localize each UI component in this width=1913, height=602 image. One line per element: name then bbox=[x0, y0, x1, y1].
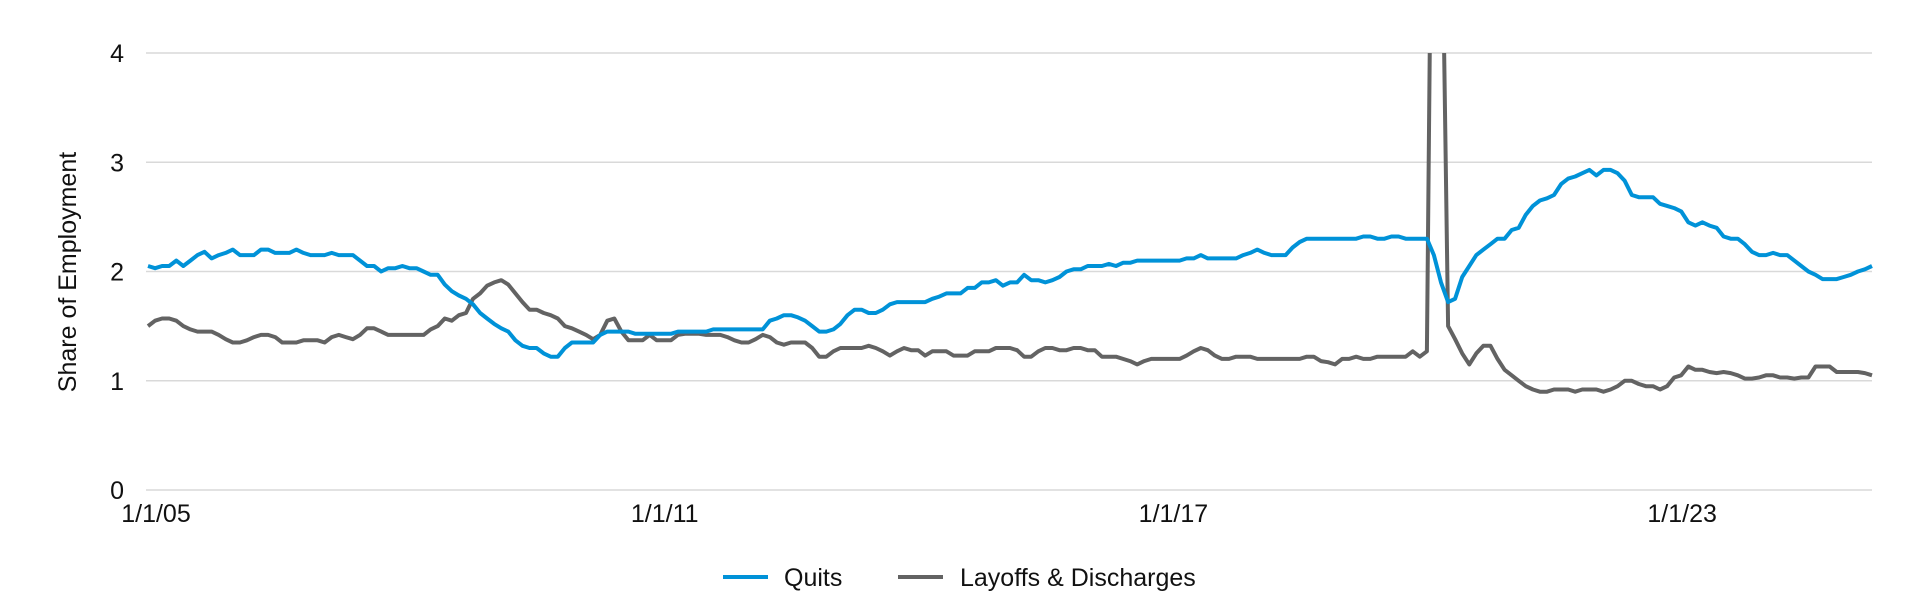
series-lines bbox=[146, 53, 1873, 394]
x-tick-label: 1/1/11 bbox=[631, 500, 699, 528]
x-axis-ticks: 1/1/05 1/1/11 1/1/17 1/1/23 bbox=[121, 500, 1717, 528]
legend-label-quits: Quits bbox=[784, 564, 842, 592]
y-tick-label: 4 bbox=[110, 40, 124, 68]
gridlines bbox=[146, 52, 1872, 491]
y-tick-label: 3 bbox=[110, 149, 124, 177]
x-tick-label: 1/1/23 bbox=[1647, 500, 1717, 528]
y-tick-label: 2 bbox=[110, 259, 124, 287]
series-line-quits bbox=[147, 167, 1873, 359]
y-tick-label: 1 bbox=[110, 368, 124, 396]
legend-item-quits: Quits bbox=[723, 564, 842, 592]
y-axis-label: Share of Employment bbox=[54, 152, 82, 392]
x-tick-label: 1/1/05 bbox=[121, 500, 191, 528]
legend: Quits Layoffs & Discharges bbox=[723, 564, 1196, 592]
x-tick-label: 1/1/17 bbox=[1139, 500, 1209, 528]
legend-label-layoffs: Layoffs & Discharges bbox=[960, 564, 1196, 592]
series-line-layoffs-discharges bbox=[146, 53, 1873, 394]
y-tick-label: 0 bbox=[110, 477, 124, 505]
legend-item-layoffs: Layoffs & Discharges bbox=[898, 564, 1196, 592]
y-axis-ticks: 0 1 2 3 4 bbox=[110, 40, 124, 505]
